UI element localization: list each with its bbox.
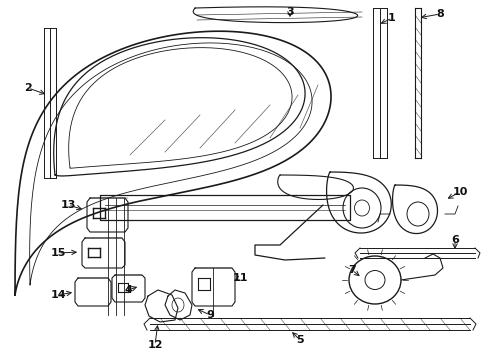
Text: 6: 6 — [451, 235, 459, 245]
Text: 14: 14 — [50, 290, 66, 300]
Text: 13: 13 — [60, 200, 75, 210]
Text: 12: 12 — [147, 340, 163, 350]
Text: 1: 1 — [388, 13, 396, 23]
Text: 15: 15 — [50, 248, 66, 258]
Text: 5: 5 — [296, 335, 304, 345]
Text: 4: 4 — [124, 285, 132, 295]
Text: 2: 2 — [24, 83, 32, 93]
Text: 3: 3 — [286, 7, 294, 17]
Text: 9: 9 — [206, 310, 214, 320]
Text: 7: 7 — [348, 265, 356, 275]
Text: 10: 10 — [452, 187, 467, 197]
Text: 11: 11 — [232, 273, 248, 283]
Text: 8: 8 — [436, 9, 444, 19]
